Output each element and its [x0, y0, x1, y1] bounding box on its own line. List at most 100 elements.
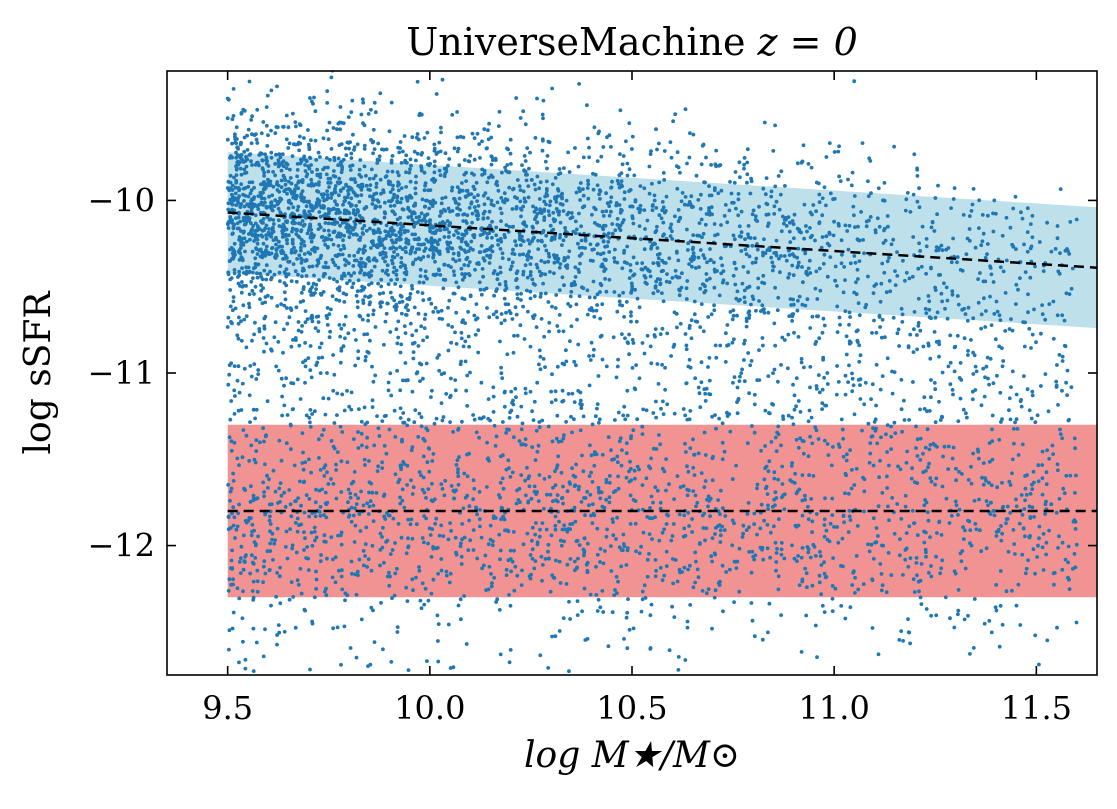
scatter-point: [566, 210, 571, 215]
scatter-point: [472, 486, 477, 491]
scatter-point: [285, 256, 289, 260]
scatter-point: [613, 247, 617, 252]
scatter-point: [839, 604, 844, 608]
scatter-point: [569, 324, 574, 329]
scatter-point: [588, 443, 592, 448]
scatter-point: [984, 546, 989, 551]
scatter-point: [562, 433, 566, 437]
scatter-point: [510, 207, 515, 211]
scatter-point: [460, 188, 465, 193]
scatter-point: [526, 254, 531, 258]
scatter-point: [612, 290, 617, 294]
scatter-point: [977, 497, 981, 502]
scatter-point: [456, 202, 461, 207]
scatter-point: [380, 466, 385, 470]
scatter-point: [736, 197, 741, 202]
scatter-point: [403, 331, 408, 335]
scatter-point: [648, 152, 653, 157]
scatter-point: [423, 586, 428, 591]
scatter-point: [971, 316, 976, 321]
scatter-point: [835, 364, 839, 368]
scatter-point: [323, 165, 327, 170]
scatter-point: [448, 420, 452, 424]
scatter-point: [231, 295, 236, 299]
scatter-point: [325, 156, 329, 160]
scatter-point: [904, 460, 909, 465]
scatter-point: [484, 248, 489, 253]
scatter-point: [552, 260, 557, 265]
scatter-point: [793, 471, 797, 476]
scatter-point: [448, 571, 453, 576]
scatter-point: [972, 498, 977, 503]
scatter-point: [617, 439, 622, 444]
scatter-point: [225, 116, 230, 121]
scatter-point: [557, 629, 562, 633]
scatter-point: [814, 209, 818, 214]
scatter-point: [248, 191, 253, 196]
scatter-point: [233, 306, 238, 311]
scatter-point: [255, 107, 260, 112]
scatter-point: [356, 183, 361, 188]
scatter-point: [307, 145, 312, 150]
scatter-point: [237, 211, 241, 216]
scatter-point: [260, 166, 265, 171]
scatter-point: [882, 270, 887, 275]
scatter-point: [585, 103, 589, 108]
scatter-point: [996, 529, 1001, 534]
scatter-point: [435, 545, 440, 550]
scatter-point: [924, 237, 929, 241]
scatter-point: [987, 619, 992, 623]
scatter-point: [376, 426, 381, 431]
scatter-point: [618, 210, 623, 215]
scatter-point: [652, 193, 657, 198]
scatter-point: [779, 169, 784, 174]
scatter-point: [664, 194, 669, 199]
scatter-point: [481, 415, 486, 419]
scatter-point: [961, 407, 966, 412]
scatter-point: [359, 112, 364, 117]
scatter-point: [844, 458, 849, 463]
scatter-point: [773, 123, 777, 128]
scatter-point: [620, 448, 624, 452]
scatter-point: [423, 269, 428, 274]
scatter-point: [236, 275, 240, 279]
scatter-point: [437, 268, 441, 273]
scatter-point: [287, 597, 292, 602]
scatter-point: [289, 344, 294, 349]
scatter-point: [431, 240, 436, 245]
scatter-point: [562, 539, 566, 544]
scatter-point: [414, 522, 419, 527]
scatter-point: [327, 233, 332, 238]
scatter-point: [422, 602, 427, 607]
scatter-point: [940, 370, 945, 375]
scatter-point: [299, 291, 304, 295]
scatter-point: [939, 566, 944, 571]
scatter-point: [655, 252, 660, 257]
scatter-point: [547, 254, 552, 259]
scatter-point: [707, 212, 712, 217]
scatter-point: [415, 79, 420, 84]
scatter-point: [232, 388, 237, 393]
scatter-point: [934, 245, 939, 250]
scatter-point: [557, 559, 562, 564]
scatter-point: [530, 239, 534, 244]
scatter-point: [456, 251, 461, 255]
scatter-point: [346, 487, 351, 492]
scatter-point: [742, 288, 747, 293]
scatter-point: [625, 548, 630, 553]
scatter-point: [344, 183, 349, 188]
scatter-point: [713, 526, 718, 530]
scatter-point: [254, 449, 259, 453]
scatter-point: [258, 271, 263, 276]
scatter-point: [337, 211, 341, 215]
scatter-point: [239, 238, 243, 243]
scatter-point: [818, 288, 823, 293]
scatter-point: [228, 489, 233, 494]
scatter-point: [568, 339, 572, 343]
scatter-point: [253, 256, 258, 261]
scatter-point: [469, 201, 474, 206]
scatter-point: [832, 150, 837, 154]
scatter-point: [957, 469, 961, 474]
scatter-point: [233, 140, 238, 145]
scatter-point: [885, 474, 889, 479]
